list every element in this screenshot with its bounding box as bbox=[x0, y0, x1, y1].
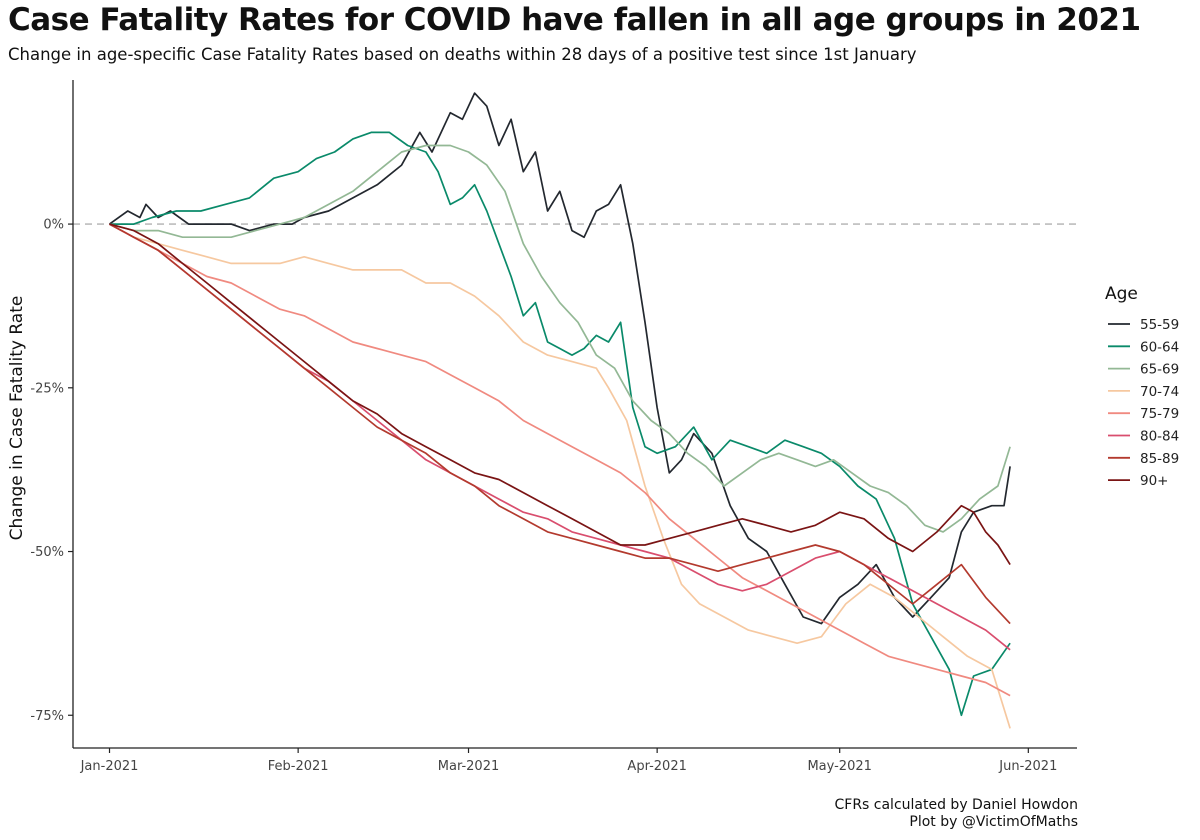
y-tick-label: -25% bbox=[30, 381, 64, 396]
x-axis-ticks: Jan-2021 Feb-2021 Mar-2021 Apr-2021 May-2021… bbox=[80, 748, 1057, 774]
x-tick-label: Feb-2021 bbox=[268, 759, 329, 774]
legend-label: 80-84 bbox=[1140, 429, 1179, 445]
series-line-70-74 bbox=[109, 223, 1011, 729]
chart-caption: CFRs calculated by Daniel Howdon Plot by… bbox=[834, 797, 1078, 831]
legend-label: 55-59 bbox=[1140, 317, 1179, 333]
y-axis-ticks: 0% -25% -50% -75% bbox=[30, 218, 73, 724]
caption-line-2: Plot by @VictimOfMaths bbox=[909, 814, 1078, 830]
y-axis-label: Change in Case Fatality Rate bbox=[7, 296, 27, 541]
series-layer bbox=[109, 92, 1011, 729]
chart-title: Case Fatality Rates for COVID have falle… bbox=[8, 2, 1141, 38]
legend-label: 65-69 bbox=[1140, 362, 1179, 378]
legend-title: Age bbox=[1105, 284, 1138, 304]
series-line-90plus bbox=[109, 223, 1011, 566]
series-line-75-79 bbox=[109, 223, 1011, 697]
x-tick-label: Jun-2021 bbox=[998, 759, 1057, 774]
x-tick-label: May-2021 bbox=[807, 759, 871, 774]
series-line-80-84 bbox=[109, 223, 1011, 651]
series-line-55-59 bbox=[109, 92, 1011, 625]
series-line-65-69 bbox=[109, 144, 1011, 533]
series-line-60-64 bbox=[109, 131, 1011, 717]
legend-label: 70-74 bbox=[1140, 384, 1179, 400]
legend: 55-59 60-64 65-69 70-74 75-79 80-84 85-89 90+ bbox=[1108, 317, 1179, 489]
legend-label: 90+ bbox=[1140, 473, 1169, 489]
y-tick-label: 0% bbox=[43, 218, 64, 233]
x-tick-label: Jan-2021 bbox=[80, 759, 139, 774]
y-tick-label: -75% bbox=[30, 709, 64, 724]
legend-label: 60-64 bbox=[1140, 339, 1179, 355]
x-tick-label: Apr-2021 bbox=[627, 759, 686, 774]
caption-line-1: CFRs calculated by Daniel Howdon bbox=[834, 797, 1078, 813]
chart-subtitle: Change in age-specific Case Fatality Rat… bbox=[8, 45, 917, 64]
legend-label: 75-79 bbox=[1140, 406, 1179, 422]
x-tick-label: Mar-2021 bbox=[438, 759, 499, 774]
y-tick-label: -50% bbox=[30, 545, 64, 560]
legend-label: 85-89 bbox=[1140, 451, 1179, 467]
series-line-85-89 bbox=[109, 223, 1011, 625]
